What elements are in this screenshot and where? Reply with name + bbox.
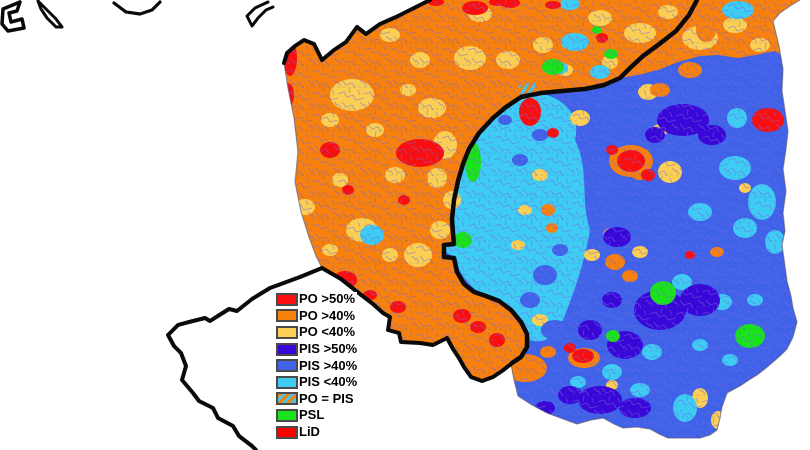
- legend-swatch-pis-gt50: [276, 342, 298, 356]
- legend-row: PIS >40%: [276, 357, 360, 374]
- legend-swatch-po-lt40: [276, 325, 298, 339]
- legend-label: PO >40%: [298, 307, 358, 323]
- southwest-border-line: [320, 266, 513, 383]
- lagoon-fragment: [245, 0, 275, 28]
- legend-swatch-lid: [276, 425, 298, 439]
- legend-label: PO >50%: [298, 291, 358, 307]
- island-fragment: [36, 0, 64, 29]
- legend-row: PIS >50%: [276, 341, 360, 358]
- legend-swatch-po-gt40: [276, 309, 298, 323]
- legend-row: LiD: [276, 424, 359, 441]
- poland-outline-thin: [283, 0, 801, 439]
- historic-partition-border-line: [441, 0, 700, 366]
- baltic-coast-line: [282, 0, 432, 65]
- legend-row: PSL: [276, 407, 359, 424]
- legend: PO >50% PO >40% PO <40% PIS >50% PIS >40…: [276, 291, 360, 441]
- legend-swatch-po-equals-pis: [276, 392, 298, 406]
- legend-label: PIS >50%: [298, 341, 360, 357]
- legend-row: PO <40%: [276, 324, 359, 341]
- legend-row: PO >40%: [276, 308, 359, 325]
- legend-label: PIS <40%: [298, 374, 360, 390]
- german-coast-fragment: [0, 0, 26, 33]
- legend-label: PSL: [298, 407, 327, 423]
- legend-label: LiD: [298, 424, 322, 440]
- legend-swatch-po-gt50: [276, 292, 298, 306]
- czech-german-border-line: [166, 266, 324, 450]
- legend-row: PO = PIS: [276, 391, 359, 408]
- legend-row: PIS <40%: [276, 374, 360, 391]
- coast-fragment: [112, 0, 162, 16]
- legend-row: PO >50%: [276, 291, 359, 308]
- legend-label: PO = PIS: [298, 390, 356, 406]
- legend-label: PIS >40%: [298, 357, 360, 373]
- legend-label: PO <40%: [298, 324, 358, 340]
- neighbor-country-borders: [0, 0, 324, 450]
- map-patch: [367, 0, 381, 8]
- legend-swatch-pis-lt40: [276, 375, 298, 389]
- legend-swatch-psl: [276, 408, 298, 422]
- legend-swatch-pis-gt40: [276, 359, 298, 373]
- map-patch: [719, 423, 731, 437]
